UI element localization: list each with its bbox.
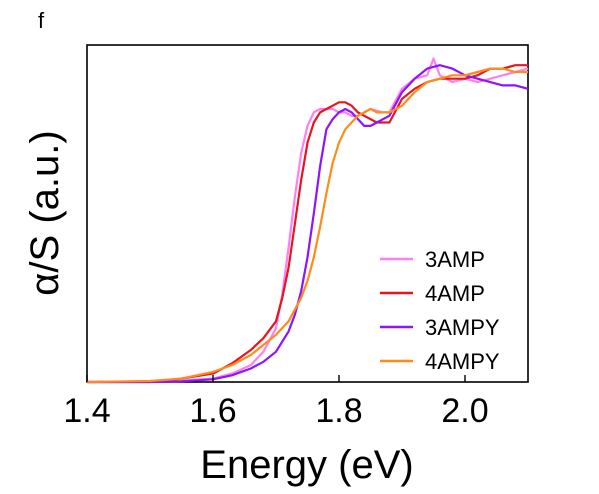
legend-label-4ampy: 4AMPY [425, 349, 500, 374]
x-tick-label: 1.4 [63, 392, 110, 430]
legend-label-3ampy: 3AMPY [425, 315, 500, 340]
series-line-4amp [87, 64, 528, 384]
x-tick-label: 2.0 [441, 392, 488, 430]
x-axis-ticks: 1.4 1.6 1.8 2.0 [63, 375, 489, 430]
legend: 3AMP 4AMP 3AMPY 4AMPY [380, 247, 500, 374]
x-axis-title: Energy (eV) [200, 443, 413, 487]
series-line-4ampy [86, 67, 528, 384]
plot-frame [86, 44, 529, 383]
x-tick-label: 1.6 [189, 392, 236, 430]
legend-label-4amp: 4AMP [425, 281, 485, 306]
x-tick-label: 1.8 [315, 392, 362, 430]
plot-series [86, 57, 529, 384]
series-line-3amp [87, 57, 529, 384]
series-line-3ampy [87, 64, 529, 384]
panel-letter: f [38, 8, 45, 33]
legend-label-3amp: 3AMP [425, 247, 485, 272]
y-axis-title: α/S (a.u.) [23, 130, 67, 295]
